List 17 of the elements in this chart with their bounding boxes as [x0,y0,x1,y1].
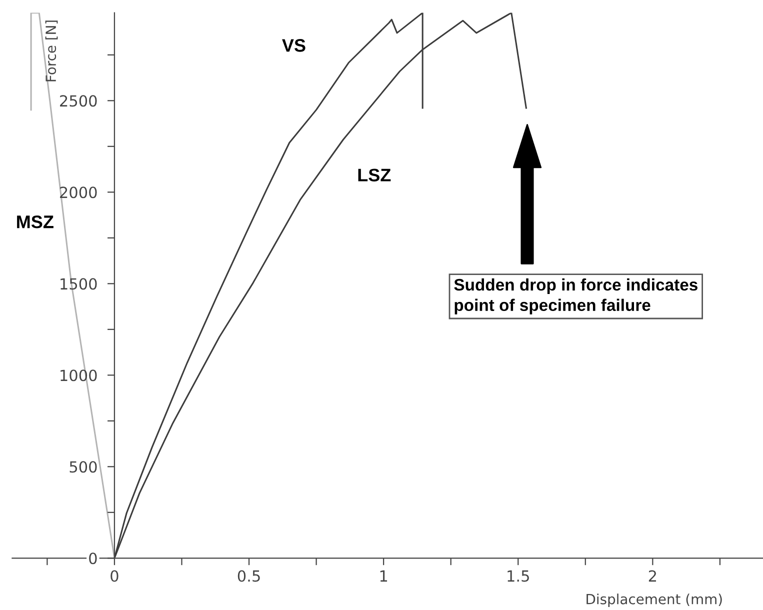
text: VS [282,39,306,52]
series-label: MSZ [17,215,54,228]
x-tick-label: 2 [648,570,656,582]
x-tick-label: 0.5 [238,570,260,582]
y-tick-label: 2500 [60,95,97,107]
x-tick-label: 1 [380,570,388,582]
y-tick-label: 2000 [60,186,97,198]
annotation: Sudden drop in force indicates point of specimen failure [454,278,698,314]
y-tick-label: 0 [89,552,97,564]
y-tick-label: 1500 [60,278,97,290]
y-axis-title: Force [N] [45,20,58,82]
x-tick-label: 0 [110,570,118,582]
series-label: LSZ [358,168,391,182]
x-axis-title: Displacement (mm) [586,594,722,608]
x-tick-label: 1.5 [508,570,529,582]
y-tick-label: 1000 [60,370,97,382]
y-tick-label: 500 [70,461,97,473]
